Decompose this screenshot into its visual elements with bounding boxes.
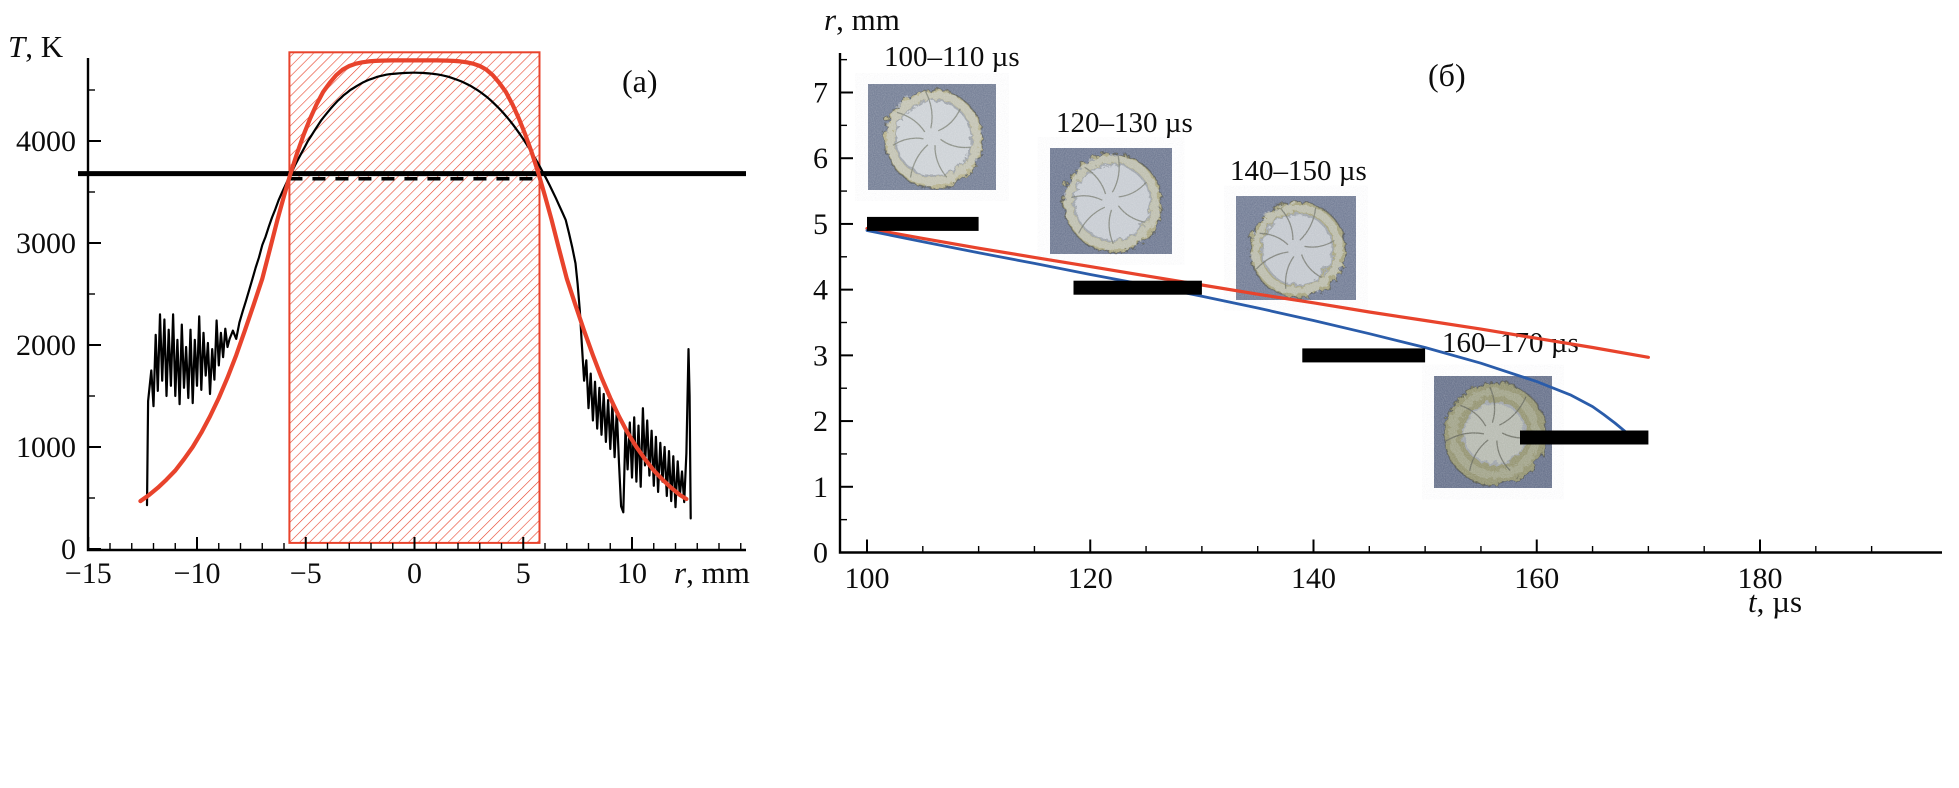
y-tick-label: 2000 bbox=[16, 329, 76, 362]
panel-a: −15 −10 −5 0 5 10 0 1000 2000 3000 4000 T, K r, mm (a… bbox=[8, 29, 750, 590]
y-tick-label: 3 bbox=[813, 339, 828, 372]
micrograph-time-label: 120–130 µs bbox=[1056, 107, 1193, 139]
measured-radius-bar bbox=[1073, 280, 1202, 295]
y-tick-label: 0 bbox=[813, 537, 828, 570]
y-tick-label: 4000 bbox=[16, 125, 76, 158]
micrograph-time-label: 100–110 µs bbox=[884, 41, 1020, 73]
x-tick-label: 120 bbox=[1068, 562, 1113, 595]
measured-radius-bar bbox=[867, 216, 979, 231]
x-tick-label: 0 bbox=[407, 557, 422, 590]
x-tick-label: 160 bbox=[1514, 562, 1559, 595]
panel-b-axes bbox=[838, 53, 1942, 554]
x-tick-label: −10 bbox=[174, 557, 221, 590]
y-tick-label: 4 bbox=[813, 274, 828, 307]
x-tick-label: 5 bbox=[516, 557, 531, 590]
y-tick-label: 1000 bbox=[16, 431, 76, 464]
micrograph-1 bbox=[868, 84, 996, 190]
y-tick-label: 1 bbox=[813, 471, 828, 504]
y-tick-label: 0 bbox=[61, 533, 76, 566]
y-axis-title: T, K bbox=[8, 29, 64, 64]
micrograph-grain-overlay bbox=[1236, 196, 1356, 300]
x-tick-label: 10 bbox=[617, 557, 647, 590]
y-tick-label: 7 bbox=[813, 77, 828, 110]
model-curve-red bbox=[865, 226, 1651, 359]
micrograph-3 bbox=[1236, 196, 1356, 300]
micrograph-grain-overlay bbox=[868, 84, 996, 190]
measured-temperature-profile-curve bbox=[145, 71, 692, 520]
hatched-analysis-region bbox=[288, 51, 541, 544]
micrograph-time-label: 140–150 µs bbox=[1230, 155, 1367, 187]
micrograph-grain-overlay bbox=[1050, 148, 1172, 254]
x-tick-label: 100 bbox=[845, 562, 890, 595]
y-tick-label: 2 bbox=[813, 405, 828, 438]
x-tick-label: 140 bbox=[1291, 562, 1336, 595]
y-tick-label: 3000 bbox=[16, 227, 76, 260]
x-tick-label: −5 bbox=[290, 557, 322, 590]
x-axis-title: t, µs bbox=[1748, 584, 1802, 619]
model-curve-blue bbox=[865, 229, 1633, 439]
micrograph-2 bbox=[1050, 148, 1172, 254]
y-tick-label: 6 bbox=[813, 142, 828, 175]
measured-radius-bar bbox=[1520, 430, 1649, 445]
y-tick-label: 5 bbox=[813, 208, 828, 241]
x-axis-title: r, mm bbox=[674, 555, 750, 590]
model-fit-profile-curve bbox=[138, 58, 689, 504]
panel-b-label: (б) bbox=[1428, 57, 1466, 93]
x-tick-label: −15 bbox=[65, 557, 112, 590]
x-tick-label: 180 bbox=[1738, 562, 1783, 595]
panel-a-label: (a) bbox=[622, 63, 658, 99]
y-axis-title: r, mm bbox=[824, 2, 900, 37]
measured-radius-bar bbox=[1302, 348, 1426, 363]
